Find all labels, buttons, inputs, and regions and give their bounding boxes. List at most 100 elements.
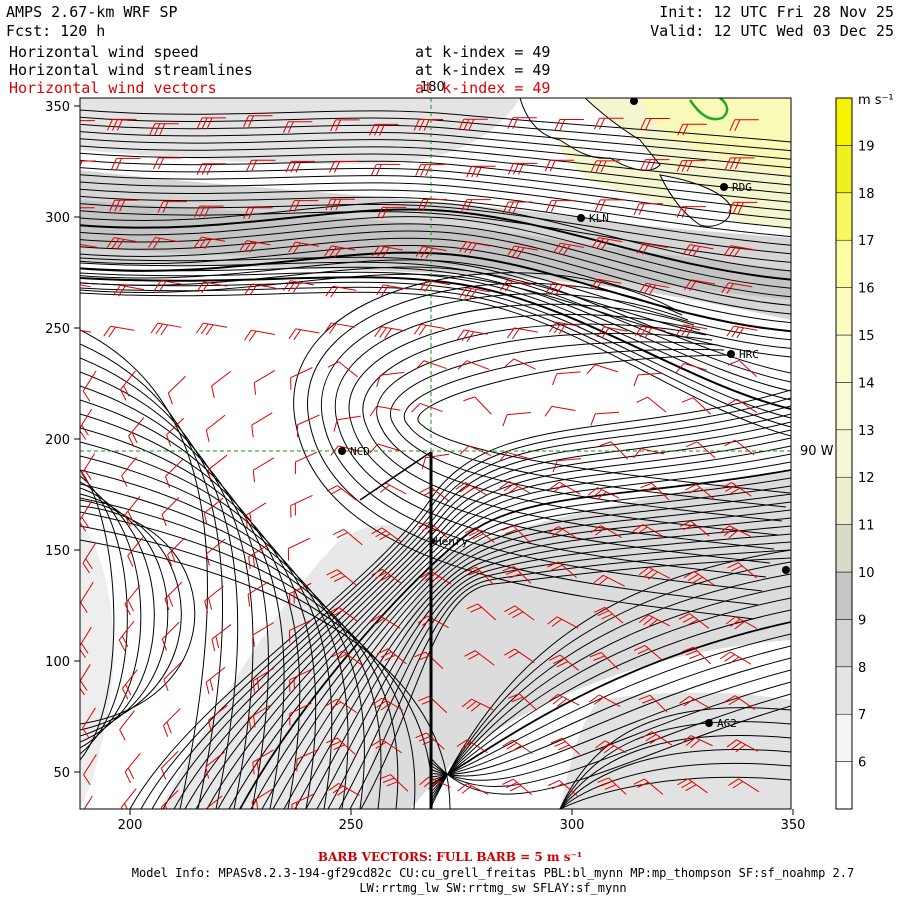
- streamline: [429, 597, 791, 794]
- wind-barb: [593, 574, 625, 587]
- wind-barb: [153, 280, 185, 292]
- streamline: [140, 397, 791, 809]
- wind-barb: [290, 367, 313, 390]
- wind-barb: [196, 322, 228, 336]
- parallel-label: 90 W: [800, 444, 834, 459]
- wind-barb: [683, 571, 715, 586]
- wind-barb: [164, 581, 183, 611]
- wind-barb: [290, 494, 313, 518]
- wind-barb: [289, 619, 312, 643]
- wind-barb: [80, 795, 93, 809]
- wind-barb: [326, 737, 356, 755]
- streamline: [80, 286, 791, 428]
- field-level-streamlines: at k-index = 49: [415, 61, 550, 79]
- wind-barb: [727, 201, 758, 214]
- wind-barb: [128, 417, 145, 448]
- wind-barb: [640, 118, 670, 130]
- wind-barb: [596, 326, 628, 339]
- wind-barb: [194, 205, 224, 218]
- station-label-lpt: LPT: [638, 85, 658, 98]
- wind-barb: [729, 119, 759, 131]
- streamline: [80, 210, 791, 263]
- streamline: [80, 138, 791, 177]
- wind-barb: [417, 199, 447, 211]
- wind-barb: [327, 606, 359, 623]
- wind-barb: [682, 244, 714, 257]
- streamline: [80, 145, 791, 186]
- wind-barb: [421, 453, 450, 470]
- wind-barb: [374, 326, 406, 339]
- wind-barb: [328, 782, 360, 796]
- forecast-hour: Fcst: 120 h: [6, 22, 105, 40]
- streamline: [429, 621, 791, 786]
- wind-barb: [457, 783, 489, 795]
- wind-barb: [726, 325, 758, 339]
- wind-barb: [239, 240, 271, 253]
- wind-barb: [678, 613, 710, 629]
- streamline: [80, 237, 791, 315]
- wind-barb: [679, 520, 710, 537]
- wind-barb: [82, 370, 97, 402]
- streamline: [80, 123, 791, 160]
- wind-barb: [161, 497, 180, 526]
- wind-barb: [124, 585, 141, 616]
- wind-barb: [208, 704, 228, 732]
- colorbar-level-label: 8: [858, 661, 866, 676]
- y-tick-label: 300: [45, 211, 70, 226]
- station-label-ag2: AG2: [717, 717, 737, 730]
- cross-section-diagonal: [359, 451, 432, 501]
- colorbar-level-label: 11: [858, 519, 875, 534]
- wind-barb: [326, 569, 357, 586]
- init-time: Init: 12 UTC Fri 28 Nov 25: [659, 3, 894, 21]
- streamline: [338, 541, 791, 809]
- wind-barb: [157, 201, 187, 213]
- streamline: [272, 493, 791, 809]
- colorbar-bin: [835, 145, 853, 194]
- streamline: [559, 735, 791, 809]
- wind-barb: [456, 329, 488, 343]
- wind-barb: [196, 281, 228, 294]
- wind-barb: [323, 322, 355, 335]
- wind-barb: [252, 622, 274, 647]
- wind-barb: [461, 199, 491, 211]
- wind-barb: [326, 698, 357, 714]
- wind-barb: [376, 648, 407, 665]
- streamline: [429, 657, 791, 775]
- station-dot-lpt: [630, 98, 638, 105]
- station-label-kln: KLN: [589, 212, 609, 225]
- wind-barb: [554, 118, 584, 131]
- wind-barb: [167, 375, 186, 405]
- valid-time: Valid: 12 UTC Wed 03 Dec 25: [650, 22, 894, 40]
- streamline: [294, 509, 791, 809]
- wind-barb: [161, 621, 180, 651]
- wind-barb: [109, 199, 139, 212]
- colorbar-bins: [835, 97, 853, 810]
- colorbar-level-label: 12: [858, 471, 875, 486]
- wind-barb: [333, 415, 361, 432]
- colorbar-level-label: 18: [858, 187, 875, 202]
- wind-barb: [726, 739, 758, 753]
- colorbar-bin: [835, 97, 853, 146]
- wind-barb: [586, 364, 619, 374]
- wind-barb: [379, 774, 409, 792]
- wind-barb: [676, 324, 708, 337]
- wind-barb: [727, 359, 758, 377]
- x-tick-label: 350: [781, 818, 806, 833]
- streamline: [80, 469, 115, 761]
- field-label-wind-vectors: Horizontal wind vectors: [9, 79, 217, 97]
- wind-barb: [681, 735, 713, 749]
- streamline: [307, 282, 759, 606]
- streamline: [334, 303, 767, 578]
- x-tick-label: 250: [339, 818, 364, 833]
- streamline: [417, 354, 791, 494]
- wind-barb: [681, 397, 711, 415]
- wind-barb: [552, 458, 582, 473]
- colorbar-bin: [835, 476, 853, 525]
- model-info-physics: LW:rrtmg_lw SW:rrtmg_sw SFLAY:sf_mynn: [359, 881, 626, 895]
- colorbar-level-label: 13: [858, 424, 875, 439]
- wind-barb: [594, 199, 625, 212]
- speed-shade-jet-core: [80, 200, 791, 300]
- wind-barb: [599, 441, 629, 460]
- wind-barb: [103, 325, 135, 338]
